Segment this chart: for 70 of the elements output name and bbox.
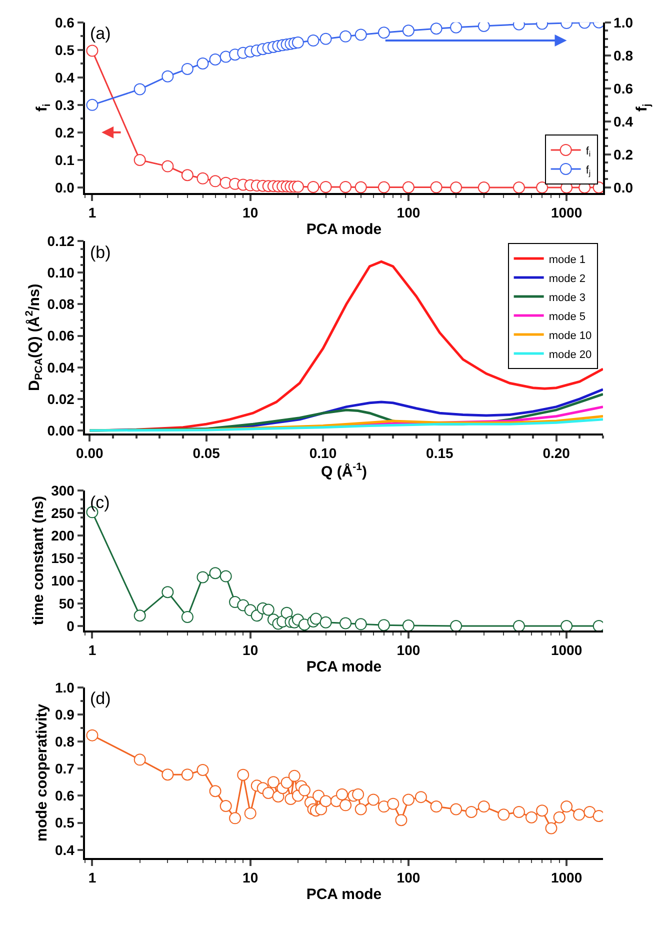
y-tick-label: 0.0 — [54, 179, 75, 196]
legend-label: mode 2 — [548, 272, 586, 285]
y-tick-label: 0.6 — [54, 14, 75, 30]
y-tick-label: 0.12 — [47, 233, 75, 250]
y-tick-label: 0.5 — [54, 42, 75, 58]
y-tick-label: 0.10 — [47, 264, 75, 281]
y-tick-label: 0.02 — [47, 390, 75, 407]
x-axis-title: PCA mode — [306, 221, 382, 238]
legend-label: mode 20 — [548, 348, 592, 361]
legend-label: f$_{j}$ — [586, 164, 591, 178]
y-tick-label: 0.7 — [54, 760, 75, 777]
legend-label: mode 1 — [548, 254, 586, 266]
y-tick-label: 0.3 — [54, 96, 75, 113]
line-series — [88, 418, 603, 432]
y-tick-label: 250 — [51, 504, 75, 521]
y2-tick-label: 0.6 — [614, 80, 634, 96]
x-tick-label: 1 — [88, 204, 96, 221]
x-tick-label: 10 — [242, 870, 258, 886]
y2-tick-label: 0.8 — [614, 47, 634, 64]
y-tick-label: 50 — [58, 595, 75, 612]
x-tick-label: 100 — [396, 204, 420, 221]
legend-label: mode 10 — [548, 330, 592, 342]
annotation: (d) — [90, 689, 111, 708]
y2-tick-label: 1.0 — [614, 14, 634, 30]
x-tick-label: 100 — [396, 870, 420, 886]
y-tick-label: 0.1 — [54, 152, 75, 168]
y-tick-label: 0.5 — [54, 814, 75, 831]
x-tick-label: 100 — [396, 642, 420, 658]
y2-tick-label: 0.0 — [614, 179, 634, 196]
y-tick-label: 0.6 — [54, 788, 75, 804]
annotation: (b) — [90, 243, 111, 262]
y-axis-title: time constant (ns) — [30, 496, 47, 626]
y-tick-label: 0.08 — [47, 296, 75, 312]
x-tick-label: 10 — [242, 642, 258, 658]
y-tick-label: 0.00 — [47, 422, 75, 438]
y-tick-label: 0.06 — [47, 328, 75, 344]
y-tick-label: 100 — [51, 572, 75, 589]
legend-label: mode 5 — [548, 310, 586, 323]
y-tick-label: 150 — [51, 550, 75, 566]
legend-label: mode 3 — [548, 292, 586, 304]
y-tick-label: 0.04 — [47, 359, 75, 376]
y-tick-label: 1.0 — [54, 679, 75, 696]
y2-tick-label: 0.2 — [614, 146, 634, 162]
y-tick-label: 0.2 — [54, 124, 75, 140]
y-tick-label: 0.9 — [54, 706, 75, 722]
x-axis-title: Q (Å$^{-1}$) — [320, 461, 368, 480]
x-tick-label: 1000 — [550, 642, 582, 658]
x-tick-label: 0.05 — [192, 445, 220, 462]
x-tick-label: 0.00 — [76, 445, 104, 462]
y-tick-label: 0.8 — [54, 733, 75, 750]
x-axis-title: PCA mode — [306, 658, 382, 676]
y-tick-label: 0 — [66, 618, 75, 634]
x-tick-label: 1000 — [550, 204, 582, 221]
y-tick-label: 300 — [51, 482, 75, 498]
x-tick-label: 0.15 — [426, 445, 454, 462]
y-tick-label: 200 — [51, 528, 75, 544]
x-tick-label: 1000 — [550, 870, 582, 886]
x-tick-label: 10 — [242, 204, 258, 221]
x-tick-label: 1 — [88, 870, 96, 886]
x-axis-title: PCA mode — [306, 886, 382, 904]
x-tick-label: 0.20 — [542, 445, 570, 462]
x-tick-label: 1 — [88, 642, 96, 658]
y-axis-title: mode cooperativity — [34, 703, 51, 842]
x-tick-label: 0.10 — [309, 445, 337, 462]
y-tick-label: 0.4 — [54, 842, 75, 858]
annotation: (c) — [90, 493, 110, 512]
y-tick-label: 0.4 — [54, 69, 75, 86]
y2-tick-label: 0.4 — [614, 113, 634, 130]
annotation: (a) — [90, 24, 111, 43]
legend-label: f$_{i}$ — [586, 145, 591, 159]
